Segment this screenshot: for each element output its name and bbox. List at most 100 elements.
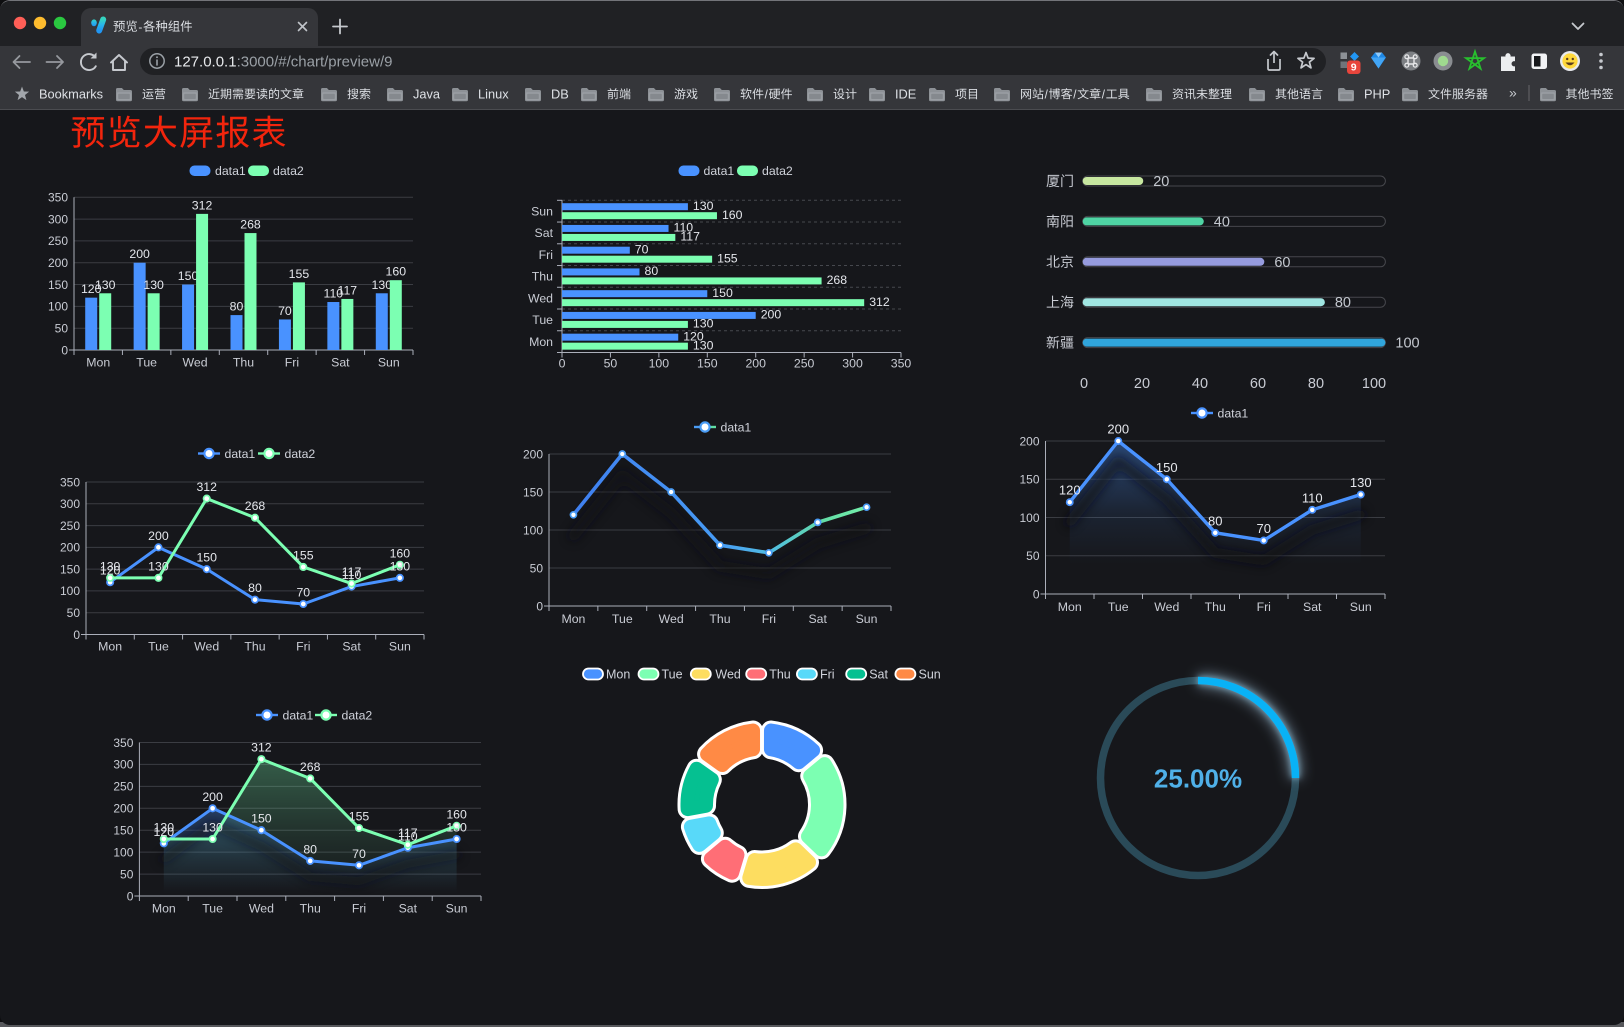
svg-text:Fri: Fri (1257, 600, 1271, 614)
svg-text:Thu: Thu (1205, 600, 1226, 614)
svg-text:155: 155 (349, 810, 370, 824)
svg-text:Tue: Tue (136, 356, 157, 370)
svg-text:/: / (1102, 89, 1106, 101)
svg-text:130: 130 (693, 317, 714, 331)
svg-text:50: 50 (530, 561, 544, 575)
svg-text:80: 80 (248, 581, 262, 595)
svg-text:Sat: Sat (342, 640, 361, 654)
svg-text:70: 70 (278, 304, 292, 318)
svg-text:Wed: Wed (249, 902, 274, 916)
svg-text:data2: data2 (342, 708, 373, 722)
svg-text:312: 312 (192, 198, 213, 212)
svg-text:Linux: Linux (478, 87, 509, 102)
svg-text:/: / (1045, 89, 1049, 101)
svg-text:50: 50 (1026, 549, 1040, 563)
svg-text:Thu: Thu (233, 356, 254, 370)
svg-text:150: 150 (60, 562, 80, 576)
svg-text:data2: data2 (273, 164, 304, 178)
svg-text:150: 150 (523, 485, 543, 499)
svg-text:Tue: Tue (532, 313, 553, 327)
svg-text:117: 117 (398, 826, 418, 840)
svg-text:127.0.0.1:3000/#/chart/preview: 127.0.0.1:3000/#/chart/preview/9 (174, 53, 393, 70)
svg-text:200: 200 (129, 247, 150, 261)
svg-text:250: 250 (60, 519, 80, 533)
svg-text:Mon: Mon (86, 356, 110, 370)
svg-text:Tue: Tue (202, 902, 223, 916)
svg-text:80: 80 (230, 300, 244, 314)
svg-text:Sun: Sun (378, 356, 400, 370)
svg-text:120: 120 (81, 282, 102, 296)
svg-text:Mon: Mon (561, 612, 585, 626)
svg-text:Bookmarks: Bookmarks (39, 87, 103, 102)
svg-text:Mon: Mon (606, 668, 630, 682)
svg-text:110: 110 (398, 829, 418, 843)
svg-text:200: 200 (1019, 434, 1039, 448)
svg-text:40: 40 (1192, 376, 1208, 392)
svg-text:150: 150 (697, 357, 718, 371)
svg-text:155: 155 (717, 251, 738, 265)
svg-text:100: 100 (48, 300, 68, 314)
svg-text:130: 130 (693, 199, 714, 213)
svg-text:130: 130 (100, 559, 121, 573)
svg-text:/: / (765, 89, 769, 101)
svg-text:»: » (1509, 85, 1517, 101)
svg-text:160: 160 (446, 807, 467, 821)
svg-text:80: 80 (303, 842, 317, 856)
svg-text:Wed: Wed (183, 356, 208, 370)
svg-text:268: 268 (300, 760, 321, 774)
svg-text:Wed: Wed (194, 640, 219, 654)
svg-text:DB: DB (551, 87, 569, 102)
svg-text:Wed: Wed (715, 668, 741, 682)
svg-text:155: 155 (289, 267, 310, 281)
svg-text:data1: data1 (215, 164, 246, 178)
svg-text:Sun: Sun (919, 668, 941, 682)
svg-text:25.00%: 25.00% (1154, 764, 1242, 794)
svg-text:70: 70 (635, 242, 649, 256)
svg-text:0: 0 (1080, 376, 1088, 392)
svg-text:130: 130 (202, 820, 223, 834)
svg-text:Tue: Tue (148, 640, 169, 654)
svg-text:Sun: Sun (389, 640, 411, 654)
svg-text:130: 130 (390, 559, 411, 573)
svg-text:130: 130 (372, 278, 393, 292)
svg-text:100: 100 (649, 357, 670, 371)
svg-text:150: 150 (113, 824, 133, 838)
svg-text:130: 130 (154, 820, 175, 834)
svg-text:100: 100 (1019, 511, 1039, 525)
svg-text:120: 120 (100, 564, 121, 578)
svg-text:80: 80 (1208, 513, 1222, 528)
svg-text:data2: data2 (762, 164, 793, 178)
svg-text:50: 50 (55, 321, 69, 335)
svg-text:100: 100 (113, 845, 133, 859)
svg-text:300: 300 (113, 758, 133, 772)
svg-text:0: 0 (61, 343, 68, 357)
svg-text:80: 80 (1335, 295, 1351, 311)
svg-text:Thu: Thu (300, 902, 321, 916)
svg-text:0: 0 (73, 628, 80, 642)
svg-text:110: 110 (674, 221, 694, 235)
svg-text:160: 160 (390, 546, 411, 560)
svg-text:Sun: Sun (531, 204, 553, 218)
svg-text:Sun: Sun (446, 902, 468, 916)
svg-text:Sat: Sat (1303, 600, 1322, 614)
svg-text:130: 130 (446, 820, 467, 834)
svg-text:Fri: Fri (352, 902, 366, 916)
svg-text:PHP: PHP (1364, 87, 1390, 102)
svg-text:IDE: IDE (895, 87, 916, 102)
svg-text:Fri: Fri (539, 248, 553, 262)
svg-text:50: 50 (67, 606, 81, 620)
svg-text:300: 300 (842, 357, 863, 371)
svg-text:0: 0 (536, 599, 543, 613)
svg-text:312: 312 (196, 480, 217, 494)
svg-text:20: 20 (1153, 174, 1169, 190)
svg-text:350: 350 (113, 736, 133, 750)
svg-text:312: 312 (869, 295, 890, 309)
svg-text:268: 268 (245, 499, 266, 513)
svg-text:130: 130 (148, 559, 169, 573)
svg-text:0: 0 (559, 357, 566, 371)
svg-text:200: 200 (745, 357, 766, 371)
svg-text:Sat: Sat (869, 668, 888, 682)
svg-text:Wed: Wed (1154, 600, 1179, 614)
svg-text:110: 110 (342, 568, 362, 582)
svg-text:50: 50 (604, 357, 618, 371)
